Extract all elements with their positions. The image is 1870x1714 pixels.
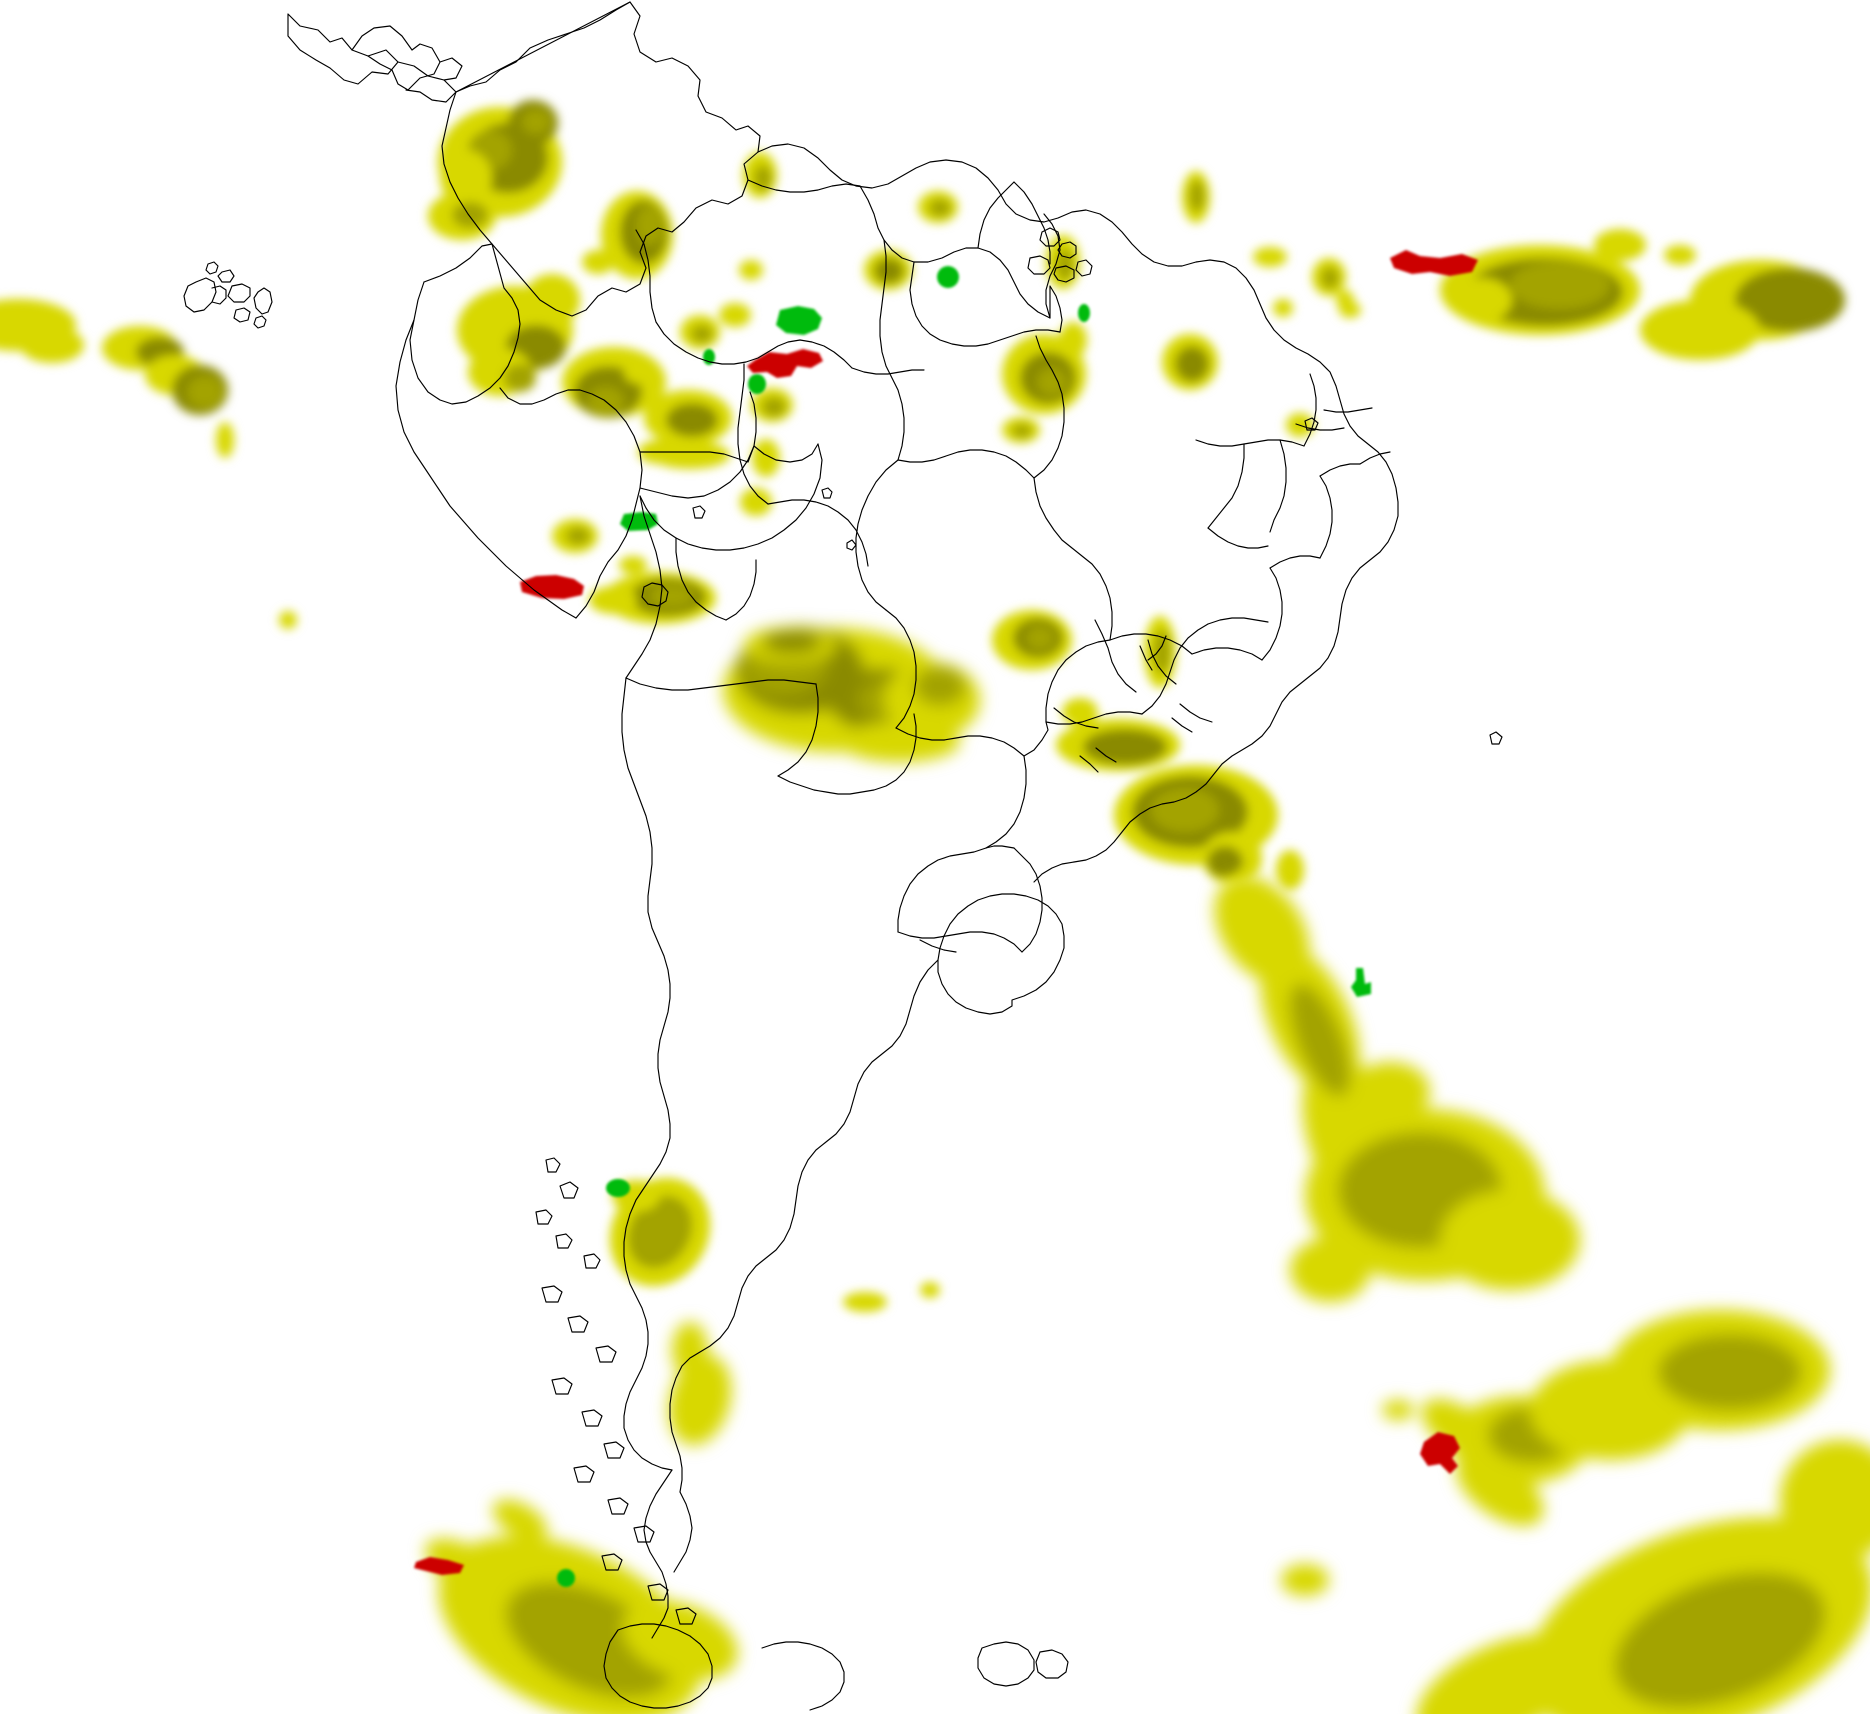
overlay-group-pacific	[0, 299, 297, 629]
overlay-group-patagonia	[609, 1177, 940, 1312]
overlay-red-blobs	[414, 250, 1478, 1575]
overlay-group-colombia	[428, 100, 673, 279]
country-borders	[184, 2, 1502, 1710]
overlay-group-atlantic-itcz	[1182, 171, 1845, 360]
overlay-group-se-brazil	[992, 610, 1304, 890]
overlay-layer	[0, 100, 1870, 1714]
overlay-group-southern-chile	[425, 1322, 738, 1714]
overlay-group-sw-atlantic	[1214, 875, 1870, 1714]
overlay-group-central-amazon	[680, 152, 958, 422]
overlay-group-andes	[552, 519, 716, 624]
overlay-group-west-amazon	[457, 274, 780, 516]
overlay-group-chaco	[723, 626, 980, 762]
